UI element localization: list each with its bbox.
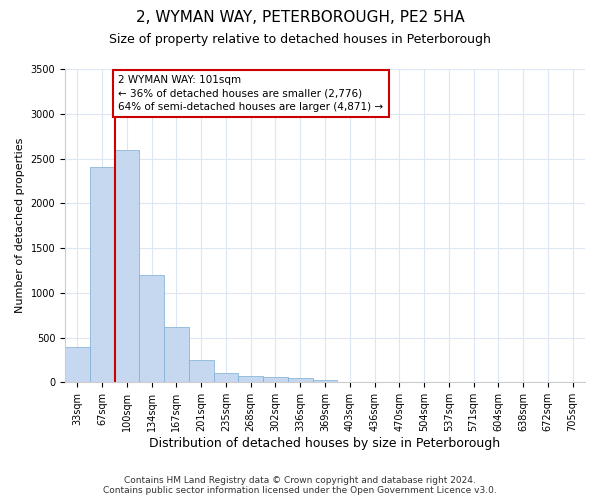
Text: Size of property relative to detached houses in Peterborough: Size of property relative to detached ho… xyxy=(109,32,491,46)
Bar xyxy=(139,275,164,382)
Y-axis label: Number of detached properties: Number of detached properties xyxy=(15,138,25,314)
Bar xyxy=(288,378,313,382)
Bar xyxy=(189,360,214,382)
Text: 2 WYMAN WAY: 101sqm
← 36% of detached houses are smaller (2,776)
64% of semi-det: 2 WYMAN WAY: 101sqm ← 36% of detached ho… xyxy=(118,76,383,112)
Bar xyxy=(115,150,139,382)
Bar xyxy=(263,377,288,382)
X-axis label: Distribution of detached houses by size in Peterborough: Distribution of detached houses by size … xyxy=(149,437,500,450)
Text: 2, WYMAN WAY, PETERBOROUGH, PE2 5HA: 2, WYMAN WAY, PETERBOROUGH, PE2 5HA xyxy=(136,10,464,25)
Bar xyxy=(214,374,238,382)
Bar xyxy=(90,168,115,382)
Text: Contains HM Land Registry data © Crown copyright and database right 2024.
Contai: Contains HM Land Registry data © Crown c… xyxy=(103,476,497,495)
Bar xyxy=(238,376,263,382)
Bar xyxy=(313,380,337,382)
Bar xyxy=(164,327,189,382)
Bar xyxy=(65,346,90,382)
